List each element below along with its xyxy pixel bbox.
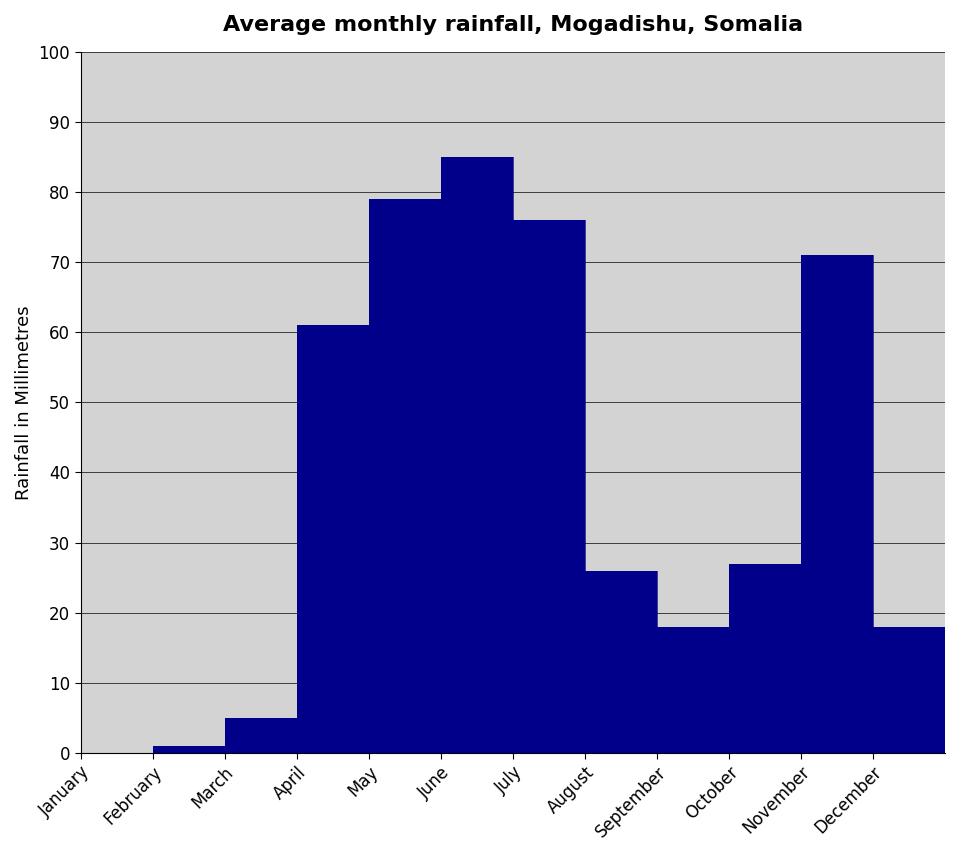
Y-axis label: Rainfall in Millimetres: Rainfall in Millimetres [15,305,33,500]
Title: Average monthly rainfall, Mogadishu, Somalia: Average monthly rainfall, Mogadishu, Som… [223,15,803,35]
